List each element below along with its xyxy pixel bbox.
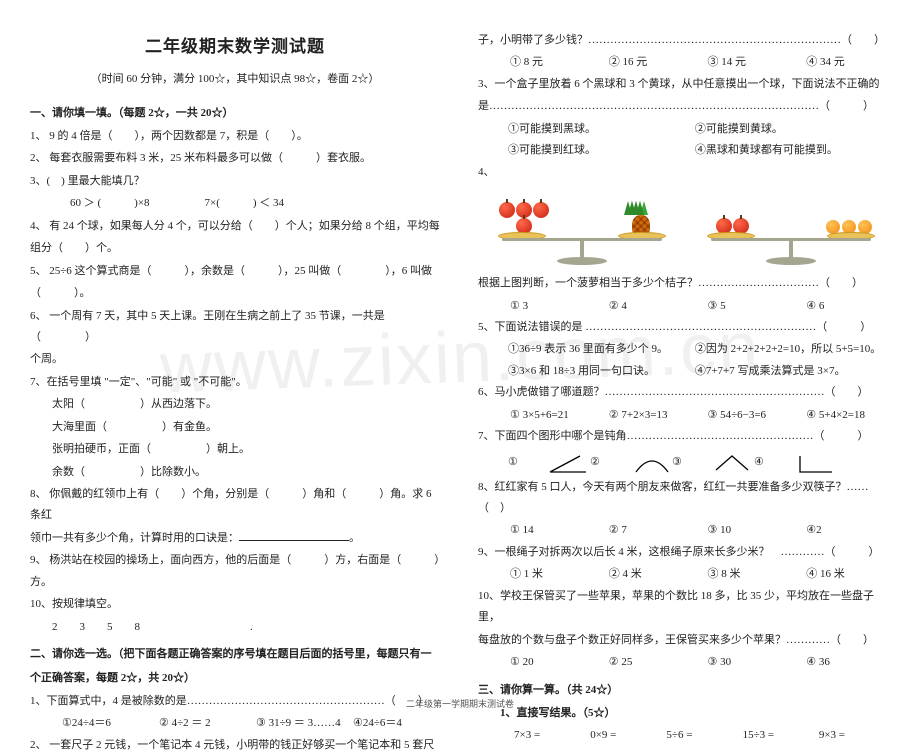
q2-6-opts: ① 3×5+6=21② 7+2×3=13 ③ 54÷6−3=6④ 5+4×2=1…	[478, 405, 895, 426]
q2-9-opts: ① 1 米② 4 米 ③ 8 米④ 16 米	[478, 564, 895, 585]
angle-2-icon	[630, 452, 672, 474]
q2-8: 8、红红家有 5 口人，今天有两个朋友来做客，红红一共要准备多少双筷子？……（ …	[478, 477, 895, 520]
q2-9: 9、一根绳子对拆两次以后长 4 米，这根绳子原来长多少米？ …………（ ）	[478, 542, 895, 563]
q2-3-opts1: ①可能摸到黑球。②可能摸到黄球。	[478, 119, 895, 140]
q1-2: 2、 每套衣服需要布料 3 米，25 米布料最多可以做（ ）套衣服。	[30, 148, 440, 169]
exam-page: 二年级期末数学测试题 （时间 60 分钟，满分 100☆，其中知识点 98☆，卷…	[0, 0, 920, 716]
right-column: 子，小明带了多少钱？……………………………………………………………（ ） ① 8…	[460, 0, 920, 716]
q2-7: 7、下面四个图形中哪个是钝角……………………………………………（ ）	[478, 426, 895, 447]
q2-1-opts: ①24÷4＝6 ② 4÷2 ＝ 2 ③ 31÷9 ＝ 3……4 ④24÷6＝4	[30, 713, 440, 734]
page-footer: 二年级第一学期期末测试卷	[406, 697, 514, 710]
q2-5-opts1: ①36÷9 表示 36 里面有多少个 9。②因为 2+2+2+2+2=10，所以…	[478, 339, 895, 360]
angle-3-icon	[712, 452, 754, 474]
left-column: 二年级期末数学测试题 （时间 60 分钟，满分 100☆，其中知识点 98☆，卷…	[0, 0, 460, 716]
q1-10: 10、按规律填空。	[30, 594, 440, 615]
q2-6: 6、马小虎做错了哪道题？……………………………………………………（ ）	[478, 382, 895, 403]
balance-diagram	[478, 189, 895, 269]
q1-5a: 5、 25÷6 这个算式商是（ ），余数是（ ），25 叫做（ ），6 叫做	[30, 261, 440, 282]
calc-row: 7×3 = 0×9 = 5÷6 = 15÷3 = 9×3 =	[478, 725, 895, 746]
q1-4a: 4、 有 24 个球，如果每人分 4 个，可以分给（ ）个人；如果分给 8 个组…	[30, 216, 440, 237]
q2-4-opts: ① 3② 4 ③ 5④ 6	[478, 296, 895, 317]
q2-8-opts: ① 14② 7 ③ 10④2	[478, 520, 895, 541]
scale-left	[492, 194, 672, 269]
q1-7: 7、在括号里填 "一定"、"可能" 或 "不可能"。	[30, 372, 440, 393]
q2-3-opts2: ③可能摸到红球。④黑球和黄球都有可能摸到。	[478, 140, 895, 161]
q2-3a: 3、一个盒子里放着 6 个黑球和 3 个黄球，从中任意摸出一个球，下面说法不正确…	[478, 74, 895, 95]
q1-3b: 60 ＞ ( )×8 7×( ) ＜ 34	[30, 193, 440, 214]
q2-10-opts: ① 20② 25 ③ 30④ 36	[478, 652, 895, 673]
q1-7b: 大海里面（ ）有金鱼。	[30, 417, 440, 438]
q1-3: 3、( ) 里最大能填几？	[30, 171, 440, 192]
q2-3b: 是………………………………………………………………………………（ ）	[478, 96, 895, 117]
q2-4-text: 根据上图判断，一个菠萝相当于多少个桔子？……………………………（ ）	[478, 273, 895, 294]
q1-7d: 余数（ ）比除数小。	[30, 462, 440, 483]
exam-subtitle: （时间 60 分钟，满分 100☆，其中知识点 98☆，卷面 2☆）	[30, 69, 440, 90]
q2-7-shapes: ① ② ③ ④	[478, 449, 895, 477]
q1-7a: 太阳（ ）从西边落下。	[30, 394, 440, 415]
q1-6a: 6、 一个周有 7 天，其中 5 天上课。王刚在生病之前上了 35 节课，一共是…	[30, 306, 440, 349]
q1-1: 1、 9 的 4 倍是（ ），两个因数都是 7，积是（ ）。	[30, 126, 440, 147]
q2-10a: 10、学校王保管买了一些苹果，苹果的个数比 18 多，比 35 少，平均放在一些…	[478, 586, 895, 629]
q2-1: 1、下面算式中，4 是被除数的是………………………………………………（ ）	[30, 691, 440, 712]
q2-5: 5、下面说法错误的是 ………………………………………………………（ ）	[478, 317, 895, 338]
q1-8b: 领巾一共有多少个角，计算时用的口诀是：。	[30, 528, 440, 549]
q2-10b: 每盘放的个数与盘子个数正好同样多，王保管买来多少个苹果？…………（ ）	[478, 630, 895, 651]
angle-1-icon	[548, 452, 590, 474]
q1-4b: 组分（ ）个。	[30, 238, 440, 259]
section-2-head-b: 个正确答案，每题 2☆，共 20☆）	[30, 668, 440, 689]
scale-right	[701, 194, 881, 269]
q2-4-label: 4、	[478, 162, 895, 183]
exam-title: 二年级期末数学测试题	[30, 30, 440, 63]
q2-5-opts2: ③3×6 和 18÷3 用同一句口诀。④7+7+7 写成乘法算式是 3×7。	[478, 361, 895, 382]
q2-2-opts: ① 8 元 ② 16 元 ③ 14 元 ④ 34 元	[478, 52, 895, 73]
section-3-head: 三、请你算一算。（共 24☆）	[478, 680, 895, 701]
section-2-head-a: 二、请你选一选。（把下面各题正确答案的序号填在题目后面的括号里，每题只有一	[30, 644, 440, 665]
section-1-head: 一、请你填一填。（每题 2☆，一共 20☆）	[30, 103, 440, 124]
q1-8a: 8、 你佩戴的红领巾上有（ ）个角，分别是（ ）角和（ ）角。求 6 条红	[30, 484, 440, 527]
q2-2b: 子，小明带了多少钱？……………………………………………………………（ ）	[478, 30, 895, 51]
q1-7c: 张明拍硬币，正面（ ）朝上。	[30, 439, 440, 460]
q1-9: 9、 杨洪站在校园的操场上，面向西方，他的后面是（ ）方，右面是（ ）方。	[30, 550, 440, 593]
angle-4-icon	[794, 452, 836, 474]
q1-6b: 个周。	[30, 349, 440, 370]
section-3-sub: 1、直接写结果。（5☆）	[478, 703, 895, 724]
q1-10b: 2 3 5 8 .	[30, 617, 440, 638]
q2-2: 2、 一套尺子 2 元钱，一个笔记本 4 元钱，小明带的钱正好够买一个笔记本和 …	[30, 735, 440, 756]
q1-5b: （ ）。	[30, 283, 440, 304]
